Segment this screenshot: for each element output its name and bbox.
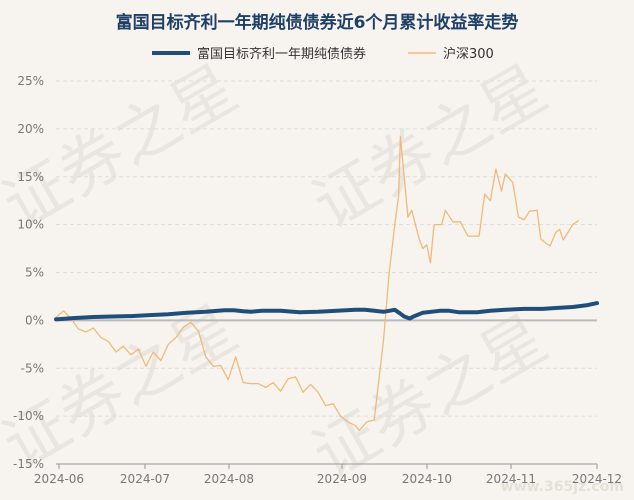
y-tick-label-6: -5% (21, 361, 44, 375)
x-tick-label-6: 2024-12 (572, 472, 622, 486)
x-tick-label-4: 2024-10 (402, 472, 452, 486)
legend: 富国目标齐利一年期纯债债券 沪深300 (152, 46, 494, 62)
series-line-1 (55, 135, 579, 432)
x-tick-label-3: 2024-09 (317, 472, 367, 486)
legend-label-1: 沪深300 (443, 46, 494, 62)
y-tick-label-5: 0% (25, 313, 44, 327)
y-tick-label-1: 20% (17, 122, 44, 136)
x-tick-label-5: 2024-11 (486, 472, 536, 486)
legend-label-0: 富国目标齐利一年期纯债债券 (197, 46, 366, 62)
x-axis: 2024-06 2024-07 2024-08 2024-09 2024-10 2024-… (34, 463, 622, 486)
y-tick-label-4: 5% (25, 266, 44, 280)
y-tick-label-2: 15% (17, 170, 44, 184)
source-watermark: www.365jz.com (501, 479, 624, 495)
y-tick-label-7: -10% (13, 409, 44, 423)
watermark-text-3: 证券之星 (301, 302, 560, 494)
x-tick-label-2: 2024-08 (204, 472, 254, 486)
y-tick-label-0: 25% (17, 74, 44, 88)
y-tick-label-3: 10% (17, 218, 44, 232)
grid-lines (56, 80, 597, 465)
x-tick-label-1: 2024-07 (120, 472, 170, 486)
series-line-0 (54, 301, 599, 322)
chart-title: 富国目标齐利一年期纯债债券近6个月累计收益率走势 (115, 13, 519, 33)
series-lines (54, 135, 599, 432)
y-tick-label-8: -15% (13, 457, 44, 471)
x-tick-label-0: 2024-06 (34, 472, 84, 486)
y-axis-labels: 25% 20% 15% 10% 5% 0% -5% -10% -15% (13, 74, 44, 471)
